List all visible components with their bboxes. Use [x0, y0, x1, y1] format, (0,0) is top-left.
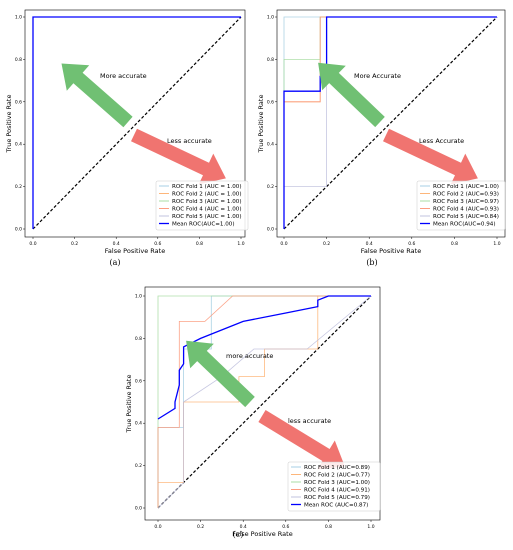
legend-entry: ROC Fold 3 (AUC = 1.00)	[172, 199, 242, 205]
panel-c: 0.0 0.2 0.4 0.6 0.8 1.0 0.0 0.2 0.4 0.6 0.8 1.0 Fal…	[125, 286, 381, 538]
more-accurate-arrow	[186, 340, 255, 408]
legend-entry: ROC Fold 4 (AUC=0.93)	[433, 207, 499, 213]
mean-roc-line	[32, 16, 241, 229]
legend-entry: ROC Fold 3 (AUC=0.97)	[433, 199, 499, 205]
legend-entry: Mean ROC(AUC=1.00)	[172, 222, 235, 228]
plot-frame	[276, 9, 506, 238]
x-tick-label: 1.0	[493, 241, 500, 247]
legend-entry: ROC Fold 3 (AUC=1.00)	[304, 480, 370, 486]
legend-entry: ROC Fold 1 (AUC=1.00)	[433, 184, 499, 190]
legend-entry: ROC Fold 5 (AUC=0.79)	[304, 495, 370, 501]
legend: ROC Fold 1 (AUC = 1.00) ROC Fold 2 (AUC =…	[155, 180, 249, 231]
y-tick-label: 0.8	[267, 57, 274, 63]
x-tick-label: 0.2	[197, 524, 204, 530]
less-accurate-label: Less Accurate	[419, 137, 464, 145]
legend-box	[416, 180, 506, 231]
x-tick-label: 0.2	[323, 241, 330, 247]
legend-entry: ROC Fold 2 (AUC = 1.00)	[172, 192, 242, 198]
more-accurate-label: more accurate	[226, 352, 273, 360]
more-accurate-arrow	[61, 63, 133, 128]
x-tick-label: 0.4	[366, 241, 373, 247]
y-tick-label: 0.0	[267, 227, 274, 233]
x-axis-label: False Positive Rate	[232, 530, 292, 538]
legend-entry: ROC Fold 4 (AUC=0.91)	[304, 488, 370, 494]
y-tick-label: 0.8	[15, 57, 22, 63]
less-accurate-label: Less accurate	[167, 137, 212, 145]
panel-a: 0.0 0.2 0.4 0.6 0.8 1.0 0.0 0.2 0.4 0.6 0.8 1.0 Fal…	[5, 9, 249, 255]
y-axis-label: True Positive Rate	[5, 95, 13, 154]
roc-fold-line	[157, 295, 371, 508]
x-tick-label: 1.0	[367, 524, 374, 530]
y-tick-label: 1.0	[135, 294, 142, 300]
x-tick-label: 0.2	[71, 241, 78, 247]
legend-entry: ROC Fold 2 (AUC=0.93)	[433, 192, 499, 198]
x-tick-label: 1.0	[237, 241, 244, 247]
series-group	[32, 16, 241, 229]
legend-box	[155, 180, 249, 231]
legend-entry: ROC Fold 1 (AUC=0.89)	[304, 465, 370, 471]
legend: ROC Fold 1 (AUC=0.89) ROC Fold 2 (AUC=0.7…	[287, 461, 381, 512]
y-tick-label: 0.2	[267, 184, 274, 190]
x-tick-label: 0.6	[282, 524, 289, 530]
panel-caption-a: (a)	[109, 258, 121, 267]
x-tick-label: 0.8	[451, 241, 458, 247]
axis-ticks: 0.0 0.2 0.4 0.6 0.8 1.0 0.0 0.2 0.4 0.6 0.8 1.0	[267, 15, 501, 248]
y-tick-label: 0.0	[135, 506, 142, 512]
series-group	[283, 16, 497, 229]
legend: ROC Fold 1 (AUC=1.00) ROC Fold 2 (AUC=0.9…	[416, 180, 506, 231]
y-axis-label: True Positive Rate	[125, 375, 133, 434]
y-tick-label: 0.0	[15, 227, 22, 233]
x-axis-label: False Positive Rate	[361, 247, 421, 255]
more-accurate-label: More Accurate	[354, 72, 401, 80]
less-accurate-label: less accurate	[288, 417, 331, 425]
roc-fold-line	[157, 295, 371, 508]
y-tick-label: 0.4	[267, 142, 274, 148]
y-axis-label: True Positive Rate	[257, 95, 265, 154]
x-tick-label: 0.4	[240, 524, 247, 530]
legend-entry: ROC Fold 5 (AUC = 1.00)	[172, 214, 242, 220]
more-accurate-label: More accurate	[100, 72, 147, 80]
axis-ticks: 0.0 0.2 0.4 0.6 0.8 1.0 0.0 0.2 0.4 0.6 0.8 1.0	[15, 15, 245, 248]
legend-entry: Mean ROC (AUC=0.87)	[304, 503, 368, 509]
x-tick-label: 0.0	[154, 524, 161, 530]
chance-diagonal	[157, 295, 372, 509]
x-tick-label: 0.6	[408, 241, 415, 247]
x-tick-label: 0.8	[196, 241, 203, 247]
x-tick-label: 0.0	[280, 241, 287, 247]
y-tick-label: 1.0	[15, 15, 22, 21]
x-tick-label: 0.4	[113, 241, 120, 247]
x-tick-label: 0.0	[29, 241, 36, 247]
y-tick-label: 0.4	[15, 142, 22, 148]
legend-entry: ROC Fold 1 (AUC = 1.00)	[172, 184, 242, 190]
more-accurate-arrow	[318, 62, 385, 128]
x-tick-label: 0.6	[154, 241, 161, 247]
legend-entry: ROC Fold 5 (AUC=0.84)	[433, 214, 499, 220]
panel-caption-c: (c)	[232, 530, 244, 539]
panel-b: 0.0 0.2 0.4 0.6 0.8 1.0 0.0 0.2 0.4 0.6 0.8 1.0 Fal…	[257, 9, 506, 255]
plot-frame	[24, 9, 246, 238]
y-tick-label: 1.0	[267, 15, 274, 21]
legend-entry: ROC Fold 4 (AUC = 1.00)	[172, 207, 242, 213]
chance-diagonal	[283, 16, 498, 230]
y-tick-label: 0.6	[267, 99, 274, 105]
chance-diagonal	[32, 16, 242, 230]
panel-caption-b: (b)	[366, 258, 378, 267]
legend-entry: Mean ROC(AUC=0.94)	[433, 222, 496, 228]
y-tick-label: 0.6	[15, 99, 22, 105]
y-tick-label: 0.8	[135, 336, 142, 342]
x-axis-label: False Positive Rate	[105, 247, 165, 255]
y-tick-label: 0.6	[135, 378, 142, 384]
less-accurate-arrow	[383, 128, 478, 185]
less-accurate-arrow	[131, 128, 226, 185]
plot-frame	[144, 286, 381, 521]
y-tick-label: 0.4	[135, 421, 142, 427]
legend-entry: ROC Fold 2 (AUC=0.77)	[304, 473, 370, 479]
x-tick-label: 0.8	[325, 524, 332, 530]
axis-ticks: 0.0 0.2 0.4 0.6 0.8 1.0 0.0 0.2 0.4 0.6 0.8 1.0	[135, 294, 375, 531]
less-accurate-arrow	[258, 410, 345, 470]
y-tick-label: 0.2	[15, 184, 22, 190]
y-tick-label: 0.2	[135, 463, 142, 469]
legend-box	[287, 461, 381, 512]
